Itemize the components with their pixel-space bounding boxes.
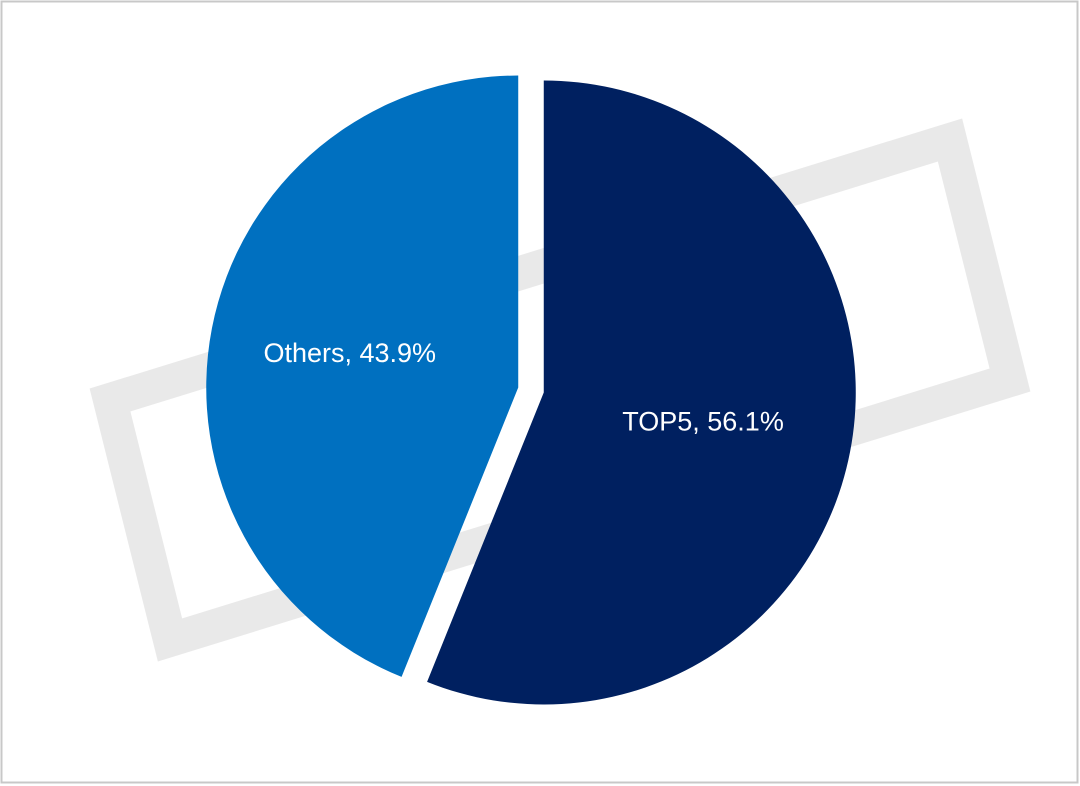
pie-slice bbox=[427, 80, 856, 705]
pie-slice bbox=[206, 75, 519, 677]
data-label: Others, 43.9% bbox=[263, 338, 436, 368]
data-label: TOP5, 56.1% bbox=[622, 407, 784, 437]
